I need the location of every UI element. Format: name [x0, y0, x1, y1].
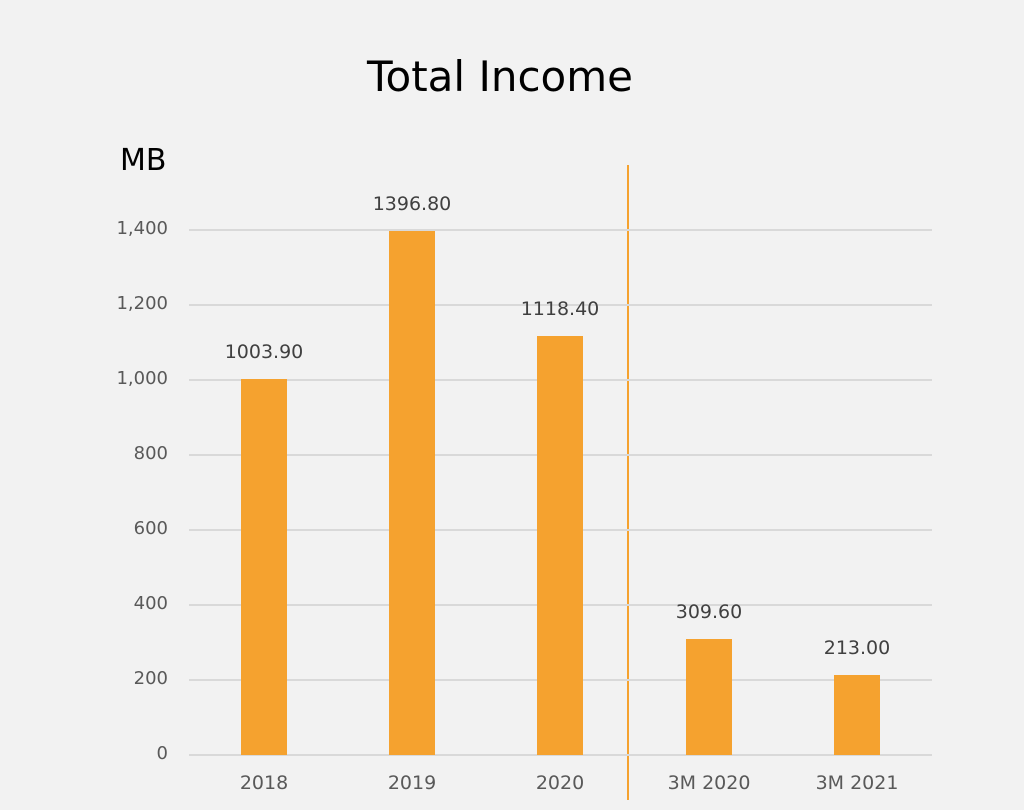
x-tick-label: 2020 [535, 772, 585, 794]
y-tick-label: 1,000 [116, 368, 168, 389]
data-label: 1396.80 [372, 193, 452, 216]
bar-2019 [389, 231, 435, 755]
gridline [189, 754, 932, 756]
x-tick-label: 2019 [387, 772, 437, 794]
chart-title: Total Income [367, 52, 633, 101]
y-tick-label: 400 [133, 593, 168, 614]
bar-2018 [241, 378, 287, 755]
bar-2020 [537, 335, 583, 755]
gridline [189, 304, 932, 306]
y-axis-unit-label: MB [120, 143, 167, 178]
bar-3m-2020 [686, 638, 732, 755]
data-label: 309.60 [675, 600, 743, 623]
y-tick-label: 600 [133, 518, 168, 539]
period-divider-line [627, 165, 629, 800]
y-tick-label: 800 [133, 443, 168, 464]
y-tick-label: 0 [156, 743, 168, 764]
x-tick-label: 2018 [239, 772, 289, 794]
data-label: 1003.90 [224, 340, 304, 363]
y-tick-label: 1,200 [116, 293, 168, 314]
data-label: 1118.40 [520, 297, 600, 320]
y-tick-label: 200 [133, 668, 168, 689]
x-tick-label: 3M 2021 [815, 772, 899, 794]
y-tick-label: 1,400 [116, 218, 168, 239]
x-tick-label: 3M 2020 [667, 772, 751, 794]
data-label: 213.00 [823, 637, 891, 660]
bar-3m-2021 [834, 675, 880, 755]
gridline [189, 229, 932, 231]
